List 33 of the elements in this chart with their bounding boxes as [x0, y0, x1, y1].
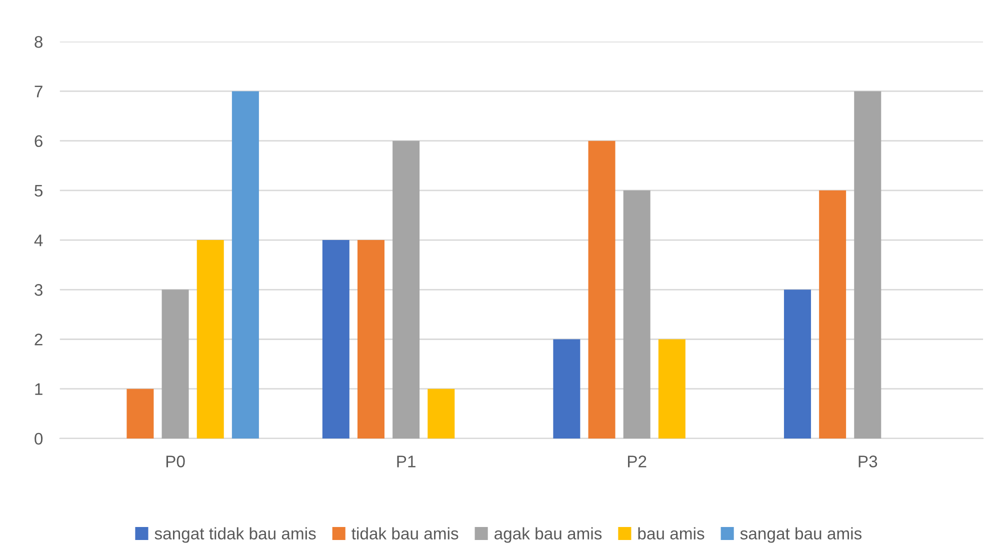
y-tick-label: 0: [34, 432, 43, 445]
y-tick-label: 4: [34, 234, 43, 246]
bar: [232, 91, 259, 438]
x-tick-label: P0: [166, 456, 185, 468]
x-tick-label: P3: [858, 456, 878, 468]
bar: [819, 190, 846, 438]
legend-label: sangat tidak bau amis: [154, 527, 316, 543]
y-tick-label: 5: [34, 185, 43, 197]
bar: [196, 240, 224, 438]
bar: [428, 388, 455, 438]
y-tick-label: 1: [35, 383, 42, 395]
legend-label: agak bau amis: [494, 527, 602, 543]
bar: [658, 339, 686, 438]
legend-label: sangat bau amis: [740, 527, 862, 543]
bar: [588, 140, 616, 438]
bar: [162, 290, 189, 438]
bar: [553, 339, 580, 438]
legend-label: tidak bau amis: [352, 527, 458, 540]
y-tick-label: 8: [34, 36, 42, 48]
legend-label: bau amis: [638, 527, 704, 540]
bar: [126, 388, 154, 438]
bar: [357, 240, 384, 438]
bar: [322, 240, 350, 438]
x-tick-label: P1: [397, 456, 416, 468]
y-tick-label: 6: [34, 135, 42, 148]
y-tick-label: 2: [34, 334, 42, 346]
bar: [392, 140, 420, 438]
bar: [784, 290, 811, 438]
y-tick-label: 7: [34, 86, 42, 98]
y-tick-label: 3: [34, 284, 42, 296]
x-tick-label: P2: [628, 456, 646, 468]
bar: [854, 91, 882, 438]
bar: [623, 190, 650, 438]
